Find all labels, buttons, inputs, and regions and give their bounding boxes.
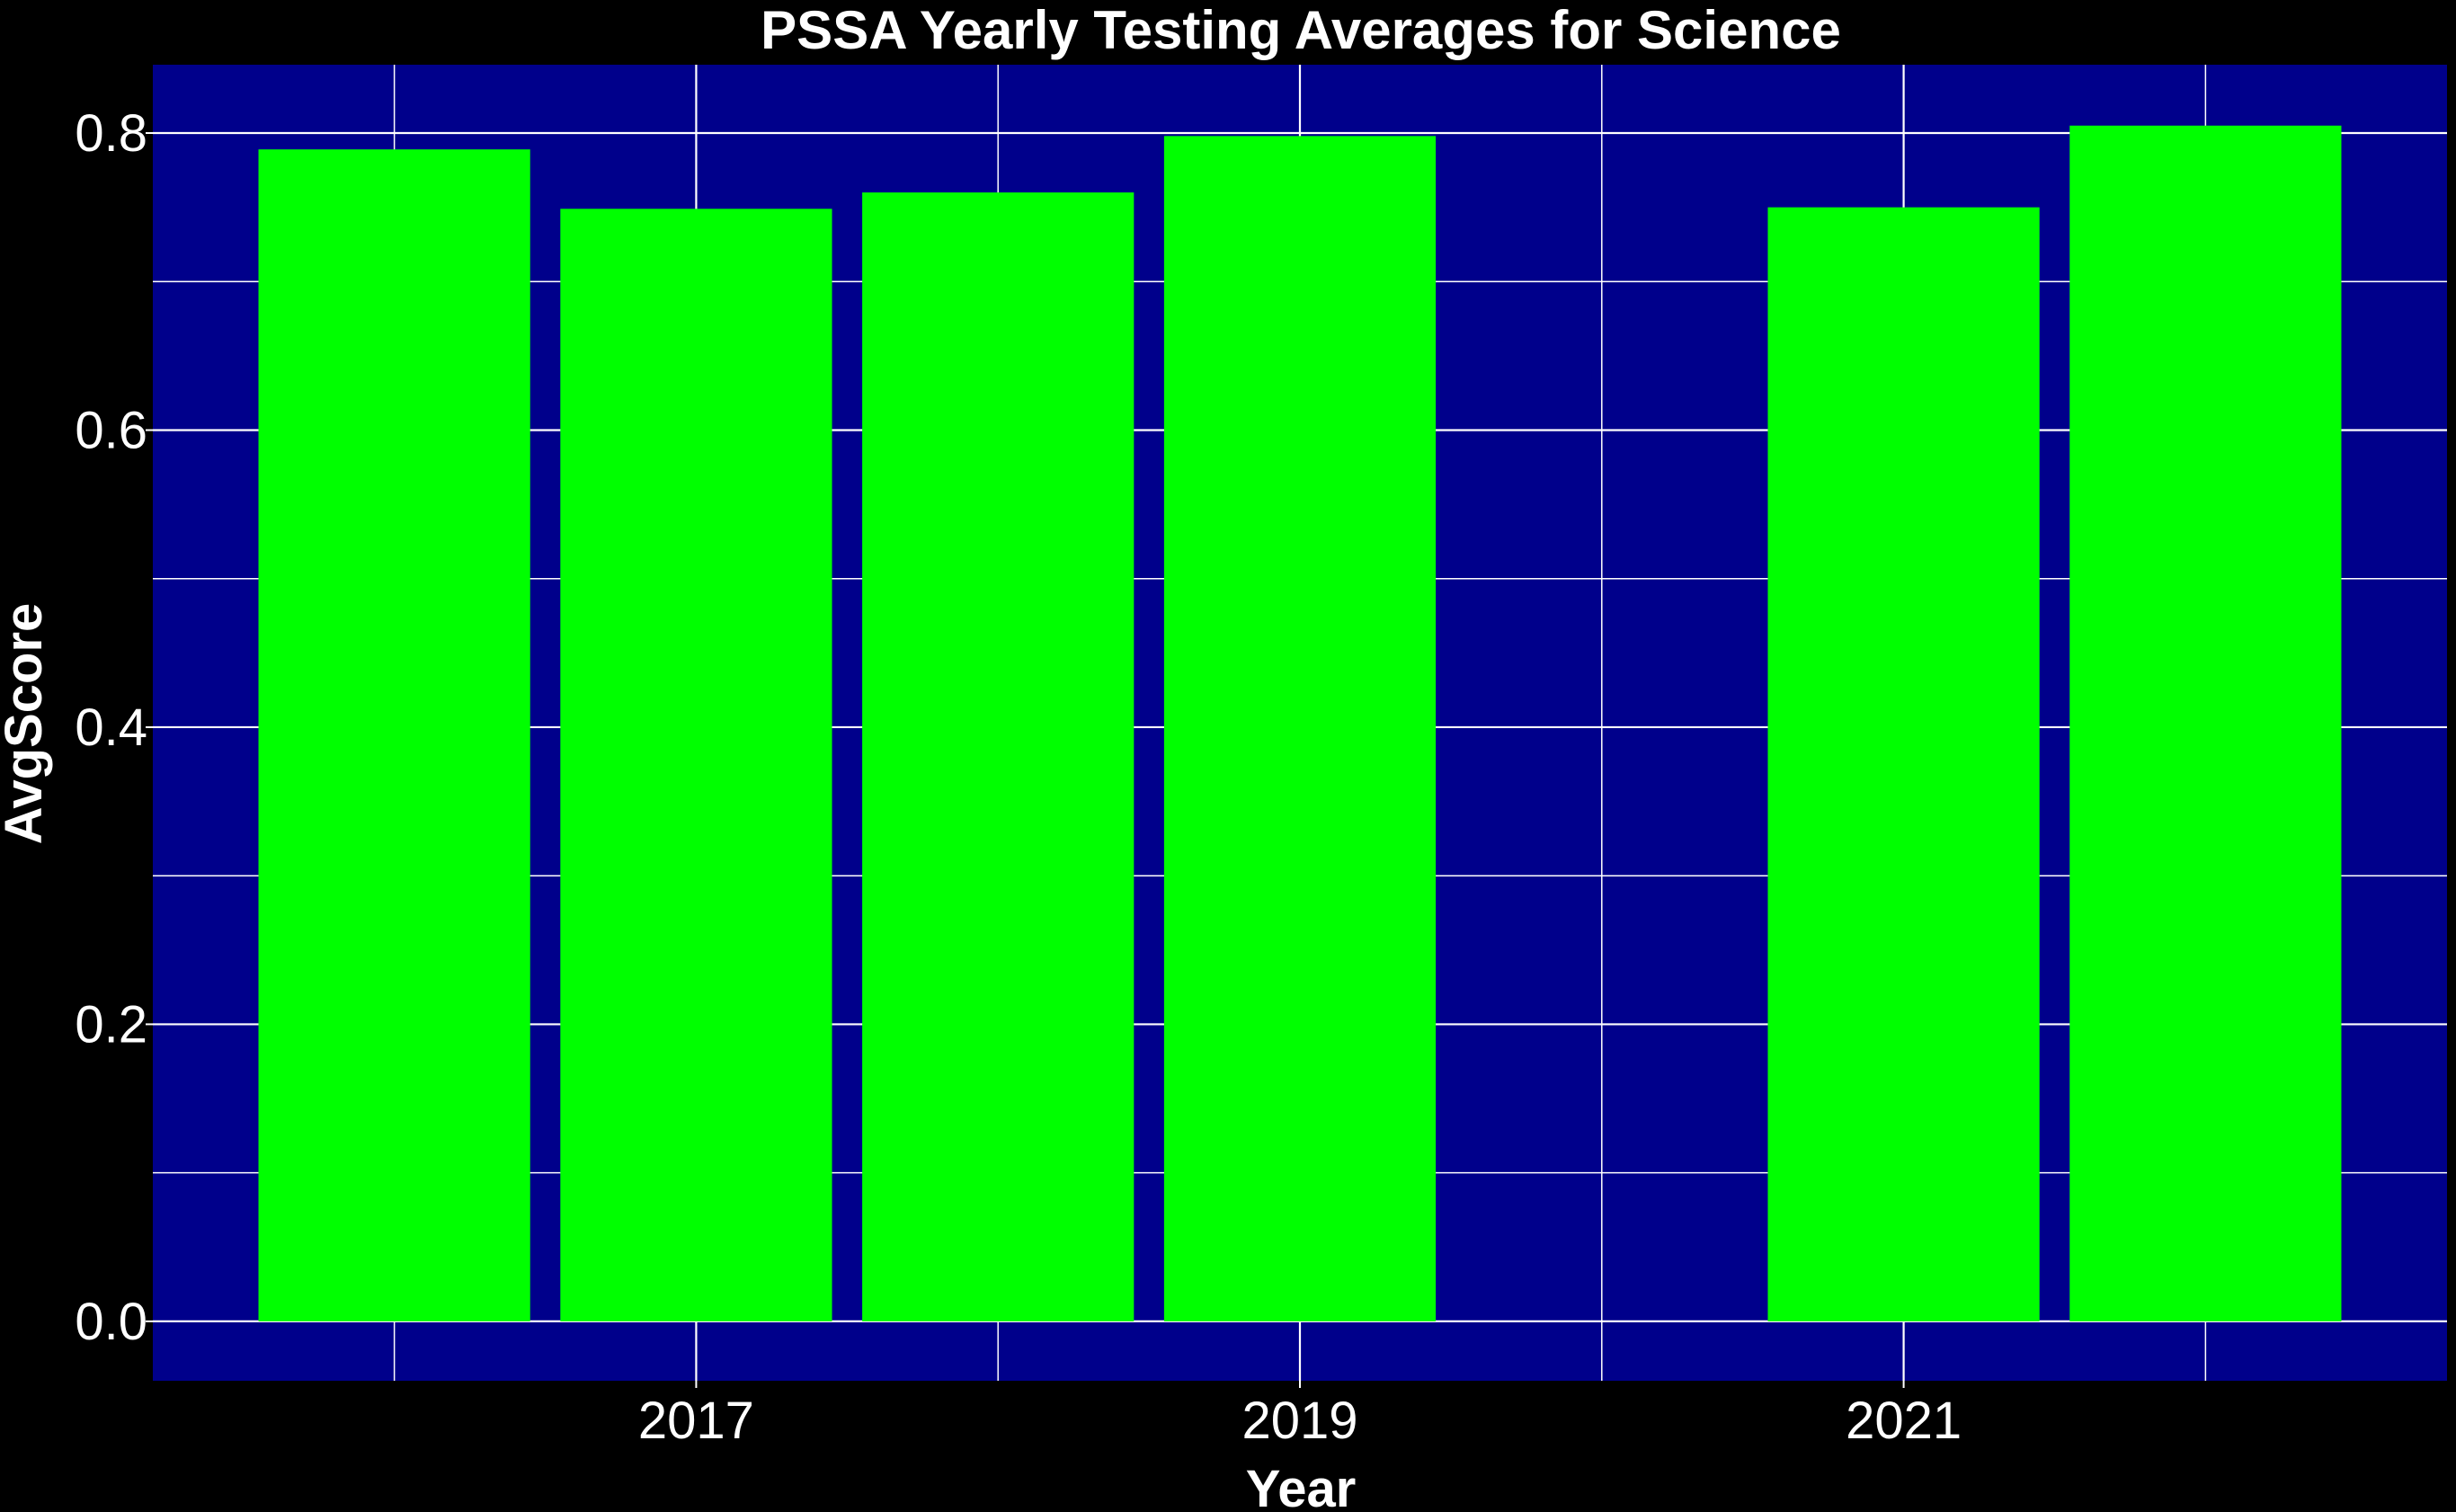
y-axis-title: AvgScore [0, 603, 53, 845]
bar-2021 [1767, 207, 2040, 1321]
bars [258, 125, 2342, 1321]
y-tick-label: 0.4 [75, 698, 147, 757]
x-axis-title: Year [1246, 1460, 1357, 1512]
x-tick-label: 2019 [1241, 1392, 1357, 1450]
bar-2022 [2069, 125, 2342, 1321]
y-tick-label: 0.6 [75, 401, 147, 459]
x-axis-ticks: 2017 2019 2021 [638, 1381, 1962, 1450]
chart-title: PSSA Yearly Testing Averages for Science [761, 0, 1841, 60]
y-tick-label: 0.0 [75, 1293, 147, 1351]
y-tick-label: 0.2 [75, 995, 147, 1054]
y-tick-label: 0.8 [75, 104, 147, 163]
x-tick-label: 2021 [1846, 1392, 1962, 1450]
bar-2018 [862, 192, 1135, 1321]
bar-2016 [258, 149, 530, 1321]
bar-2017 [560, 209, 832, 1321]
bar-2019 [1163, 136, 1437, 1321]
x-tick-label: 2017 [638, 1392, 754, 1450]
y-axis-ticks: 0.0 0.2 0.4 0.6 0.8 [75, 104, 153, 1351]
